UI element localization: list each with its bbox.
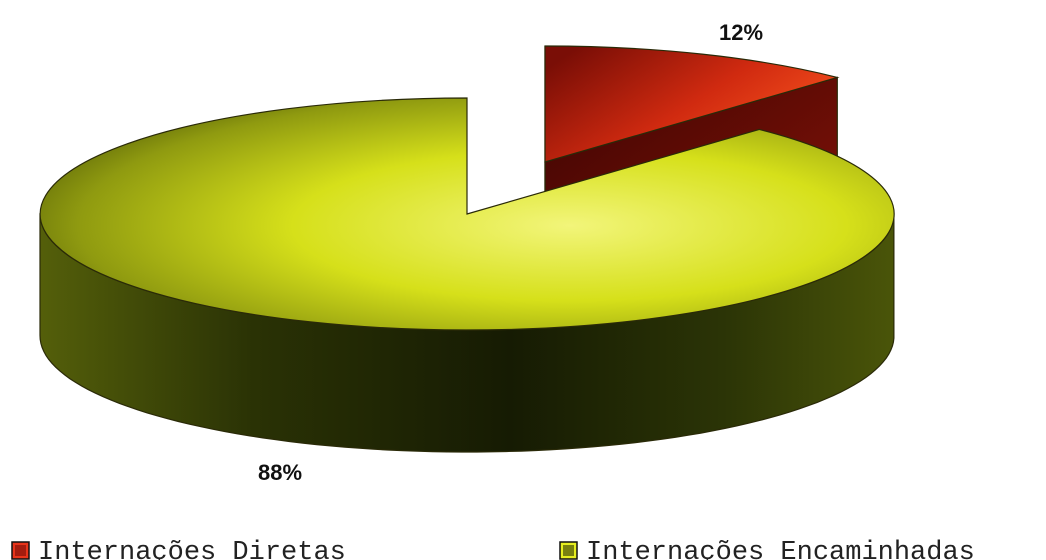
legend-item-1: Internações Encaminhadas (559, 538, 975, 560)
data-label-0: 12% (719, 20, 763, 45)
legend-swatch-shade (15, 545, 26, 556)
legend-label: Internações Encaminhadas (586, 538, 975, 560)
legend: Internações Diretas Internações Encaminha… (11, 538, 975, 560)
data-label-1: 88% (258, 460, 302, 485)
legend-item-0: Internações Diretas (11, 538, 346, 560)
pie-slice-1 (39, 97, 895, 453)
legend-label: Internações Diretas (38, 538, 346, 560)
pie-slice-top (544, 45, 840, 163)
legend-swatch-shade (563, 545, 574, 556)
pie-slice-top (39, 97, 895, 331)
